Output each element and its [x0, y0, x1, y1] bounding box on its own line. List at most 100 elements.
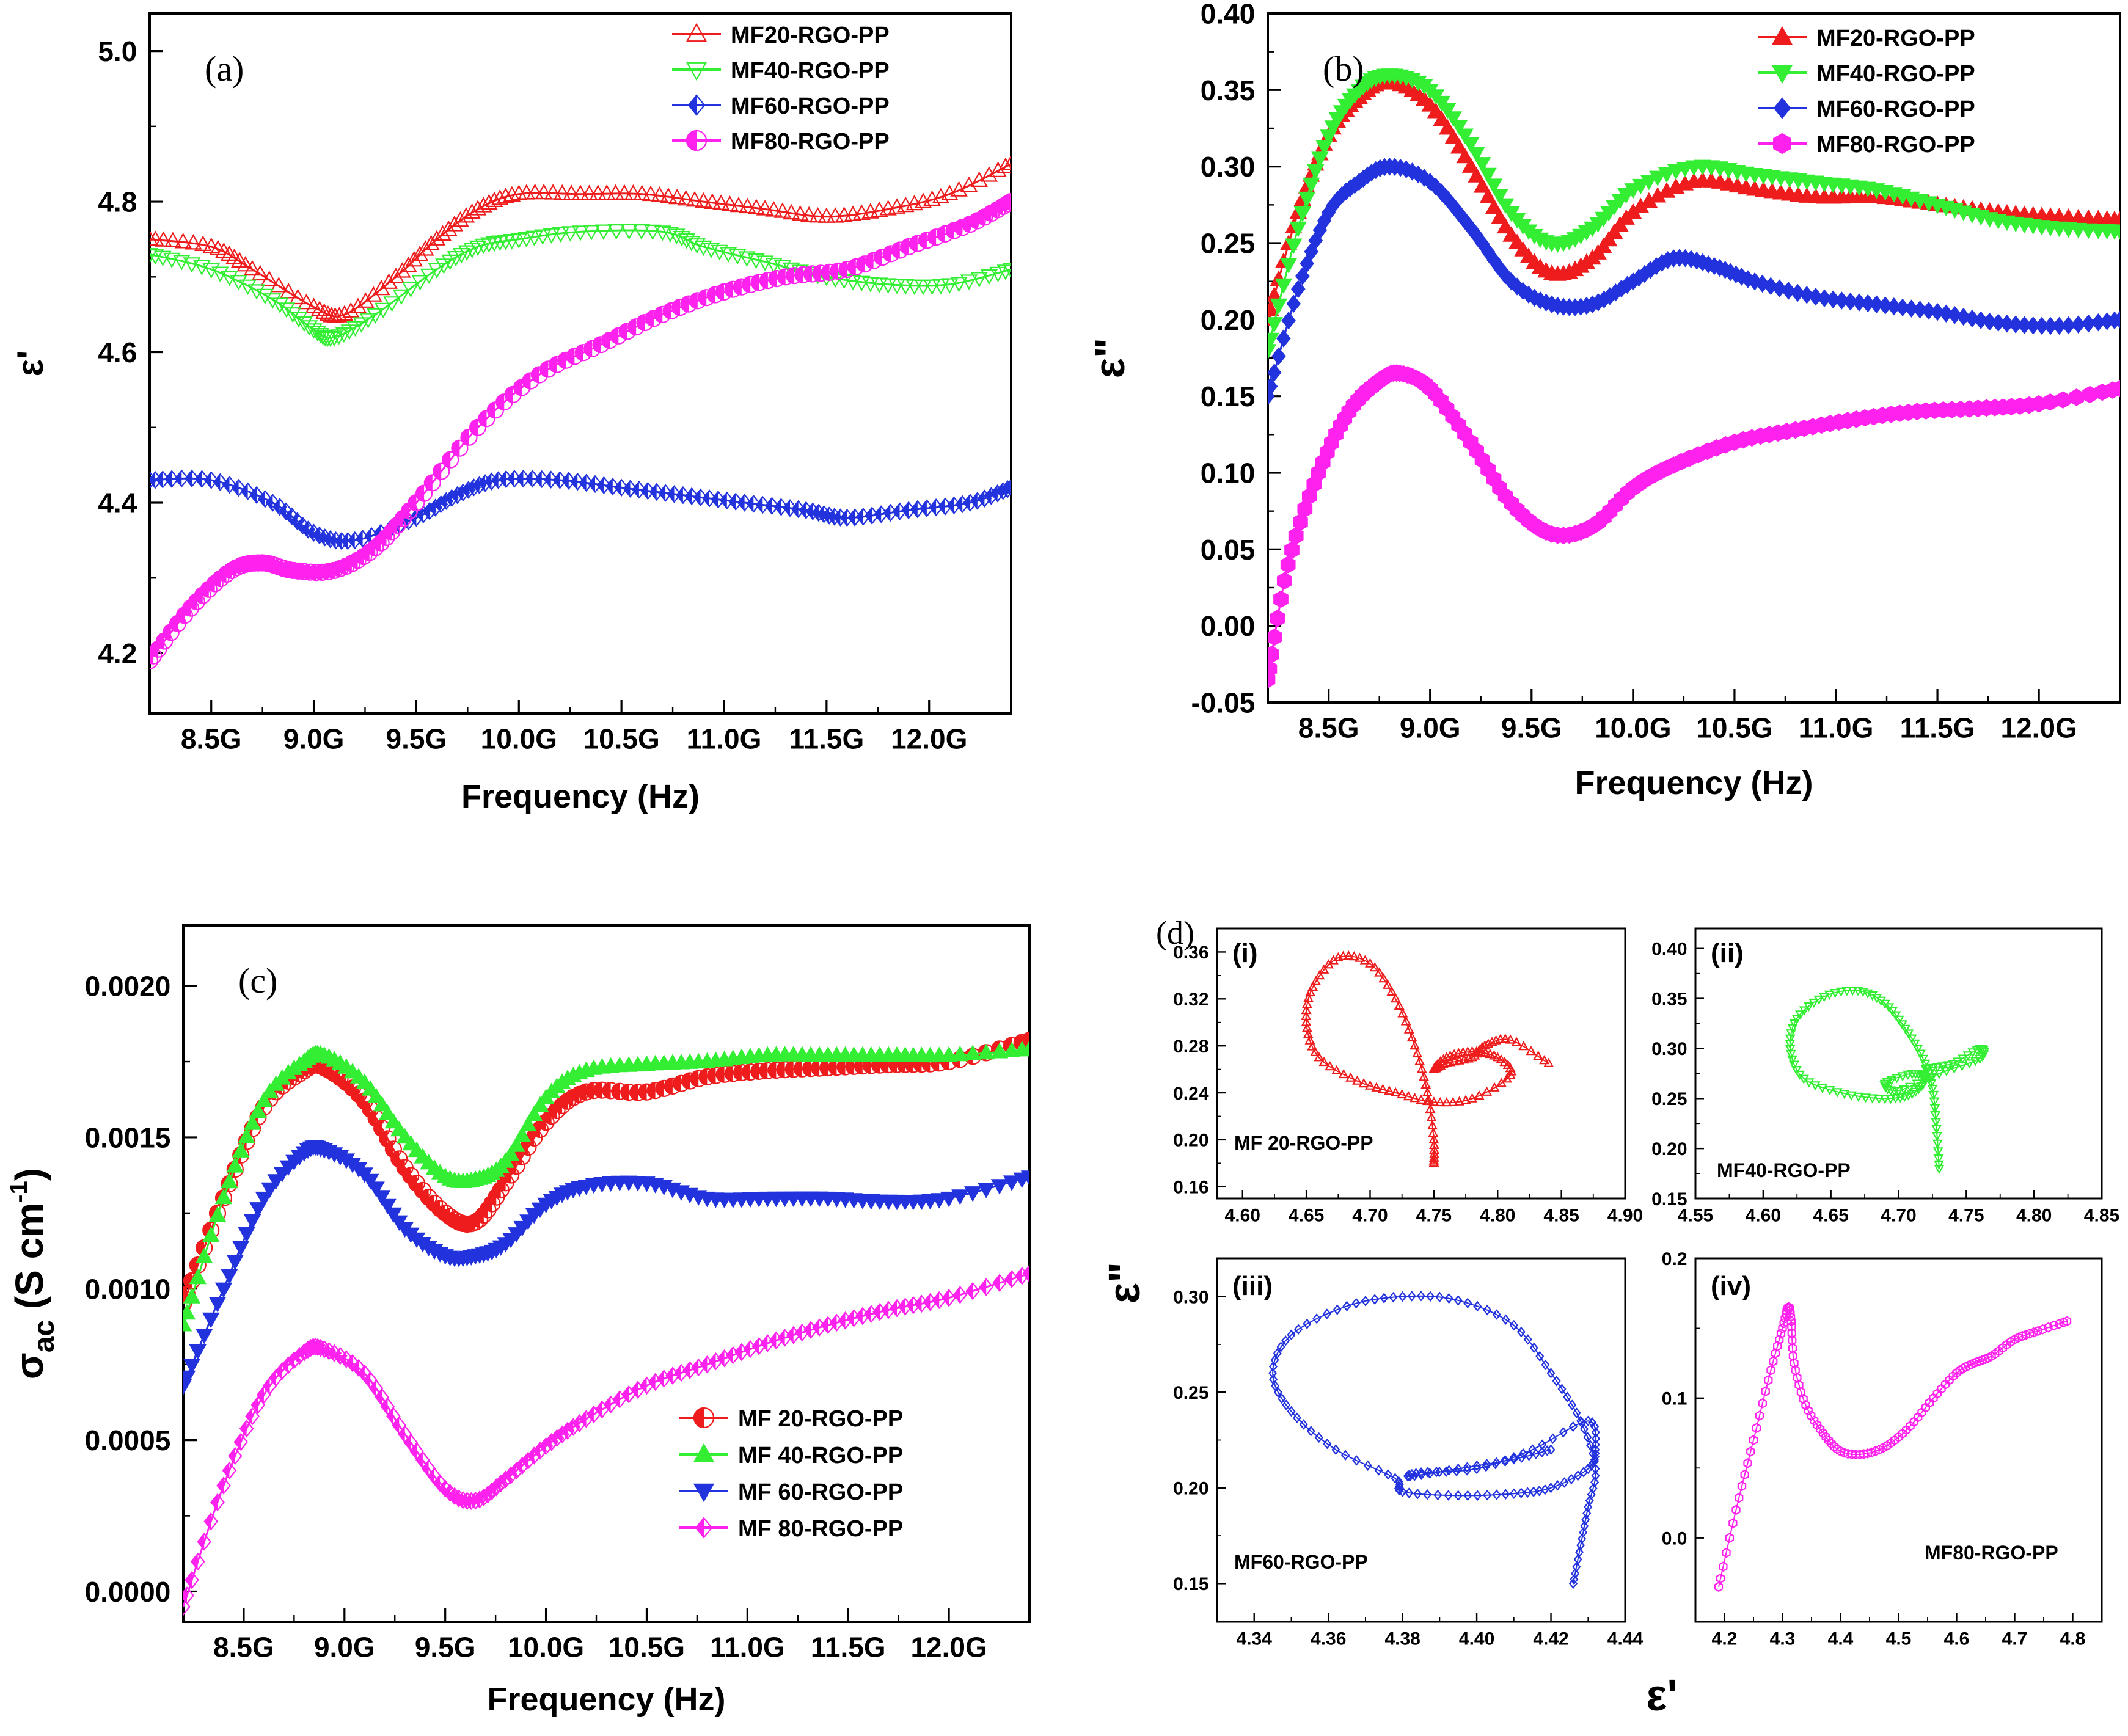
data-point-fill — [302, 522, 315, 538]
data-point — [1501, 1314, 1510, 1325]
data-point — [1276, 329, 1291, 348]
legend-marker-fill — [689, 95, 704, 115]
data-point — [255, 1092, 273, 1107]
data-point — [1969, 1358, 1979, 1368]
data-point — [1582, 1508, 1592, 1519]
data-point-fill — [980, 1279, 993, 1295]
data-point — [1746, 1446, 1755, 1457]
y-tick-label: -0.05 — [1191, 687, 1255, 719]
data-point-fill — [411, 1443, 423, 1459]
data-point — [1351, 1297, 1361, 1309]
series-MF20-RGO-PP — [1268, 73, 2120, 326]
data-point — [1576, 1539, 1585, 1551]
data-point — [380, 273, 398, 289]
data-point — [1896, 1020, 1907, 1030]
data-point — [1444, 128, 1462, 144]
data-point — [497, 188, 514, 203]
data-point — [809, 206, 827, 223]
data-point — [1370, 1294, 1380, 1305]
data-point — [1857, 988, 1868, 997]
data-point — [1420, 1079, 1431, 1089]
data-point — [1453, 1295, 1463, 1306]
data-point-fill — [744, 1341, 757, 1357]
data-point — [1406, 1032, 1417, 1042]
data-point-fill — [822, 1317, 835, 1333]
data-point — [1483, 1038, 1494, 1048]
data-point — [1423, 1489, 1432, 1500]
data-point — [367, 1087, 385, 1103]
data-point — [1929, 1393, 1938, 1404]
data-point-fill — [911, 501, 924, 517]
y-axis-label: ε' — [10, 351, 51, 377]
data-point — [1331, 1444, 1340, 1455]
data-point — [185, 234, 202, 250]
series-line — [1268, 81, 2120, 320]
data-point — [232, 1241, 250, 1256]
data-point-fill — [334, 1348, 346, 1364]
data-point — [607, 224, 625, 240]
x-tick-label: 4.7 — [2002, 1629, 2028, 1649]
data-point — [1824, 1086, 1835, 1096]
data-point — [1584, 1501, 1593, 1512]
data-point — [1447, 1096, 1458, 1106]
data-point — [1648, 170, 1667, 187]
data-point — [1583, 1432, 1592, 1443]
data-point — [1435, 1466, 1444, 1478]
data-point — [1577, 1417, 1586, 1428]
plot-area — [183, 1032, 1029, 1616]
y-axis-label-symbol: σ — [7, 1352, 51, 1379]
data-point — [173, 255, 191, 271]
data-point — [1771, 1348, 1780, 1359]
data-point — [1541, 1359, 1550, 1371]
data-point-fill — [417, 1452, 430, 1468]
data-point — [1003, 1175, 1021, 1191]
data-point-fill — [787, 1327, 800, 1343]
y-tick-label: 0.36 — [1173, 943, 1208, 963]
series-MF40-RGO-PP — [150, 224, 1011, 348]
data-point — [535, 183, 553, 200]
legend-label: MF 80-RGO-PP — [738, 1516, 903, 1542]
data-point-fill — [510, 1463, 523, 1479]
series-line — [183, 1272, 1029, 1607]
y-tick-label: 0.30 — [1651, 1039, 1687, 1059]
x-tick-label: 4.60 — [1225, 1206, 1260, 1226]
data-point — [1397, 1008, 1408, 1018]
data-point — [1314, 1052, 1325, 1062]
data-point-fill — [205, 1514, 218, 1530]
data-point — [1500, 1455, 1509, 1467]
data-point — [1380, 1293, 1389, 1304]
data-point — [1416, 1094, 1427, 1104]
y-tick-label: 5.0 — [98, 35, 137, 67]
y-tick-label: 0.00 — [1201, 610, 1256, 642]
plot-frame — [1694, 927, 2103, 1200]
data-point — [189, 1268, 207, 1285]
data-point — [1328, 955, 1339, 965]
data-point — [703, 193, 722, 209]
data-point-fill — [434, 497, 447, 512]
legend-label: MF80-RGO-PP — [1816, 132, 1975, 158]
data-point — [1785, 1303, 1794, 1314]
data-point — [1737, 1481, 1747, 1492]
data-point — [1516, 1326, 1526, 1338]
data-point-fill — [882, 1302, 895, 1318]
x-tick-label: 10.0G — [481, 723, 557, 755]
data-point — [1492, 1489, 1501, 1500]
data-point — [502, 1145, 520, 1161]
data-point — [1937, 1384, 1946, 1395]
data-point — [914, 279, 932, 296]
data-point — [1827, 1439, 1836, 1449]
data-point-fill — [784, 500, 797, 516]
data-point — [238, 1227, 255, 1243]
data-point — [1277, 1393, 1286, 1404]
data-point-fill — [642, 483, 654, 499]
data-point — [1886, 1438, 1895, 1448]
data-point — [1386, 986, 1397, 996]
data-point — [491, 189, 509, 205]
data-point — [1463, 1297, 1472, 1309]
data-point — [1588, 1417, 1597, 1428]
data-point — [1764, 1375, 1773, 1385]
data-point-fill — [223, 1462, 236, 1478]
x-tick-label: 11.0G — [687, 723, 762, 755]
data-point — [1428, 1155, 1439, 1165]
data-point — [1273, 1387, 1282, 1398]
